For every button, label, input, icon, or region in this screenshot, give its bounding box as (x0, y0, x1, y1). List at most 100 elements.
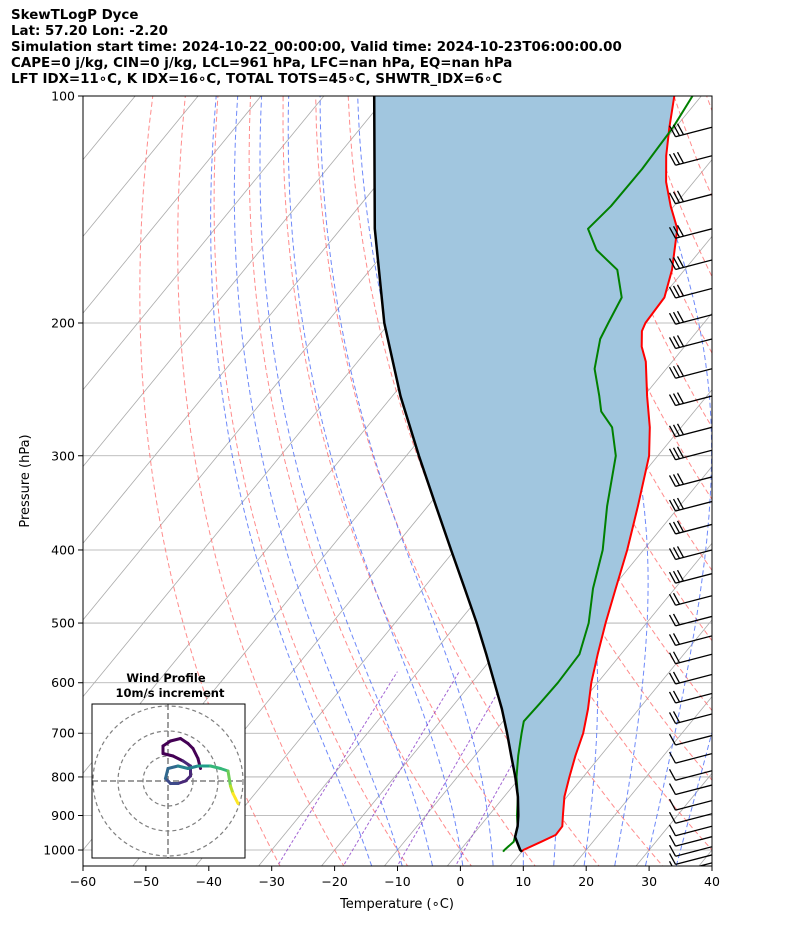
wind-barb-flag (672, 592, 681, 605)
wind-barb-flag (672, 191, 681, 204)
wind-barb-flag (668, 366, 677, 379)
wind-barb-flag (676, 392, 685, 404)
x-tick-label: −50 (133, 874, 159, 889)
wind-barb-flag (668, 394, 677, 406)
x-axis-label: Temperature (∘C) (339, 897, 454, 912)
dry-adiabat (213, 96, 409, 866)
wind-barb-flag (672, 124, 681, 137)
wind-barb-flag (672, 257, 681, 269)
wind-barb-flag (672, 285, 681, 298)
y-tick-label: 1000 (43, 843, 75, 858)
wind-barb-flag (668, 614, 677, 627)
y-tick-label: 600 (51, 675, 75, 690)
dry-adiabat (248, 96, 473, 866)
wind-barb-staff (675, 314, 712, 325)
wind-barb-staff (675, 426, 712, 438)
wind-barb-flag (668, 125, 677, 138)
isotherm-line (509, 619, 712, 866)
moist-adiabat (319, 96, 494, 866)
cin-shading (374, 96, 678, 852)
wind-barb-staff (675, 825, 712, 837)
wind-barb-flag (672, 393, 681, 405)
wind-barb-flag (668, 691, 677, 704)
y-tick-label: 100 (51, 89, 75, 104)
wind-barb-staff (675, 854, 712, 866)
wind-barb-flag (672, 311, 681, 324)
isotherm-line (572, 695, 712, 866)
isotherm-line (83, 96, 262, 314)
x-tick-label: 40 (704, 874, 720, 889)
hodograph-trace (166, 764, 180, 770)
moist-adiabat (675, 730, 712, 866)
time-line: Simulation start time: 2024-10-22_00:00:… (11, 40, 622, 56)
wind-barb-flag (668, 751, 677, 764)
wind-barb-flag (676, 310, 685, 323)
y-axis: 100 200 300 400 500 600 700 800 900 1000 (43, 89, 83, 858)
y-tick-label: 900 (51, 808, 75, 823)
moist-adiabat (210, 96, 373, 866)
wind-barb-flag (672, 547, 681, 559)
wind-barb-flag (676, 364, 685, 377)
wind-barb-staff (675, 800, 712, 811)
hodograph-trace (164, 767, 170, 780)
isotherm-line (83, 96, 199, 237)
hodograph-trace (181, 759, 192, 768)
wind-barb-staff (675, 259, 712, 271)
wind-barb-staff (675, 615, 712, 627)
wind-barb-flag (672, 651, 681, 664)
dry-adiabat (673, 96, 712, 198)
hodograph-trace (179, 737, 190, 745)
wind-barb-flag (676, 224, 685, 237)
y-axis-label: Pressure (hPa) (18, 434, 33, 527)
wind-barb-staff (675, 523, 712, 535)
wind-barb-flag (668, 824, 677, 837)
wind-barb-flag (668, 634, 677, 646)
y-tick-label: 700 (51, 726, 75, 741)
wind-barb-flag (676, 151, 685, 164)
wind-barb-flag (676, 497, 685, 510)
wind-barb-flag (668, 768, 677, 781)
hodograph-trace (171, 754, 185, 763)
wind-barb-flag (668, 593, 677, 606)
wind-barb-flag (672, 498, 681, 511)
wind-barb-staff (675, 673, 712, 685)
hodograph (92, 704, 245, 858)
wind-barb-staff (675, 573, 712, 584)
wind-barb-flag (672, 671, 681, 684)
wind-barb-staff (675, 500, 712, 512)
y-tick-label: 200 (51, 315, 75, 330)
wind-barb-flag (668, 798, 677, 811)
hodograph-trace (209, 764, 222, 770)
dry-adiabat (315, 96, 600, 866)
wind-barb-flag (672, 521, 681, 534)
wind-barb-staff (675, 549, 712, 561)
hodograph-title: Wind Profile (126, 671, 206, 685)
wind-barb-flag (668, 448, 677, 461)
wind-barb-flag (672, 336, 681, 348)
hodograph-subtitle: 10m/s increment (116, 686, 225, 700)
x-tick-label: −30 (259, 874, 285, 889)
wind-barbs (668, 123, 712, 866)
wind-barb-staff (675, 228, 712, 239)
wind-barb-flag (676, 423, 685, 436)
wind-barb-flag (668, 226, 677, 239)
wind-barb-flag (672, 447, 681, 460)
wind-barb-flag (676, 284, 685, 297)
wind-barb-staff (675, 595, 712, 606)
wind-barb-staff (675, 770, 712, 781)
isotherm-line (749, 79, 794, 881)
x-tick-label: 30 (641, 874, 657, 889)
wind-barb-flag (672, 152, 681, 165)
wind-barb-flag (668, 192, 677, 205)
y-tick-label: 400 (51, 542, 75, 557)
hodograph-trace (176, 764, 190, 770)
dry-adiabat (739, 96, 794, 881)
wind-barb-staff (675, 193, 712, 205)
wind-barb-flag (668, 522, 677, 535)
wind-barb-flag (668, 861, 673, 866)
mixing-ratio-line (276, 671, 398, 866)
wind-barb-flag (668, 844, 677, 857)
wind-barb-staff (675, 287, 712, 299)
wind-barb-staff (675, 653, 712, 665)
